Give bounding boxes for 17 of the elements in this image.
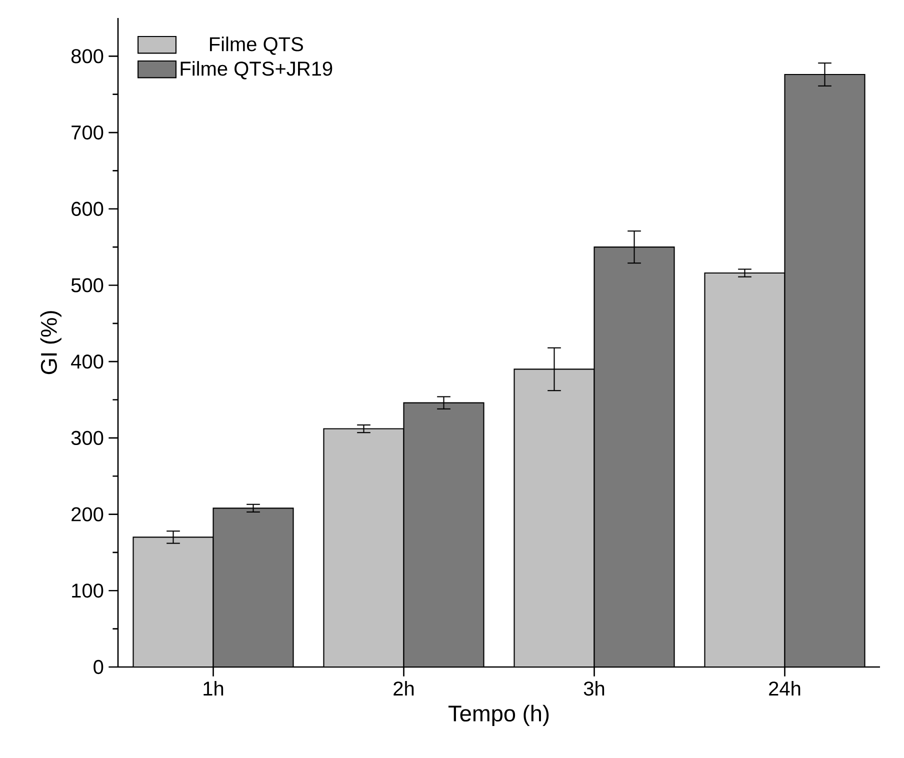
legend-label: Filme QTS+JR19 bbox=[180, 61, 332, 80]
y-tick-label: 500 bbox=[71, 278, 104, 292]
x-tick-label: 1h bbox=[204, 681, 224, 696]
y-tick-label: 600 bbox=[72, 202, 104, 216]
y-tick-label: 700 bbox=[72, 125, 104, 140]
y-tick-label: 300 bbox=[71, 430, 104, 446]
x-tick-label: 2h bbox=[394, 681, 414, 696]
y-tick-label: 100 bbox=[72, 584, 104, 598]
y-tick-label: 0 bbox=[94, 660, 104, 674]
y-tick-label: 400 bbox=[71, 354, 104, 369]
legend-label: Filme QTS bbox=[210, 36, 303, 55]
y-tick-label: 800 bbox=[71, 49, 104, 64]
y-axis-title: GI (%) bbox=[40, 311, 62, 374]
x-tick-label: 3h bbox=[584, 681, 604, 696]
x-axis-title: Tempo (h) bbox=[448, 704, 549, 726]
y-tick-label: 200 bbox=[72, 507, 104, 522]
x-tick-label: 24h bbox=[769, 681, 800, 696]
